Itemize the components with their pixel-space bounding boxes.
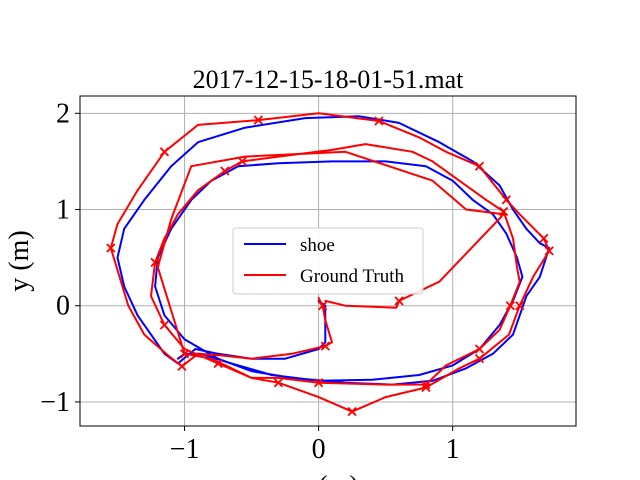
data-point-marker: [474, 161, 485, 171]
data-point-marker: [474, 354, 485, 364]
y-tick-label: 1: [56, 195, 70, 226]
data-point-marker: [421, 382, 431, 393]
legend-label-shoe: shoe: [300, 235, 335, 256]
series-layer: [109, 112, 551, 413]
data-point-marker: [539, 233, 549, 244]
x-tick-label: 1: [446, 434, 460, 465]
data-point-marker: [318, 301, 328, 311]
y-tick-label: 0: [56, 291, 70, 322]
data-point-marker: [544, 246, 554, 256]
y-tick-label: 2: [56, 98, 70, 129]
data-point-marker: [498, 206, 509, 217]
data-point-marker: [515, 301, 525, 311]
legend: shoe Ground Truth: [232, 227, 424, 295]
y-tick-label: −1: [40, 387, 70, 418]
x-ticks: −1 0 1: [170, 426, 460, 465]
data-point-marker: [179, 349, 190, 359]
data-point-marker: [213, 358, 223, 369]
data-point-marker: [159, 147, 170, 157]
data-point-marker: [320, 341, 330, 351]
data-point-marker: [421, 379, 431, 390]
x-tick-label: 0: [312, 434, 326, 465]
plot-frame: [79, 95, 577, 427]
data-point-marker: [220, 166, 230, 176]
data-point-marker: [177, 361, 187, 371]
data-point-marker: [505, 301, 515, 311]
data-point-marker: [347, 406, 357, 417]
x-axis-label: x (m): [297, 471, 358, 480]
y-axis-label: y (m): [4, 230, 35, 291]
x-tick-label: −1: [170, 434, 200, 465]
legend-label-ground-truth: Ground Truth: [300, 266, 404, 287]
data-point-marker: [501, 195, 511, 205]
data-point-marker: [159, 320, 170, 330]
series-line-ground-truth: [109, 112, 551, 413]
data-point-marker: [374, 116, 384, 126]
data-point-marker: [150, 257, 160, 268]
chart-title: 2017-12-15-18-01-51.mat: [193, 65, 465, 94]
data-point-marker: [474, 344, 485, 354]
data-point-marker: [237, 156, 247, 167]
data-point-marker: [313, 378, 324, 388]
data-point-marker: [106, 243, 116, 253]
data-point-marker: [273, 378, 284, 388]
marker-layer: [106, 115, 554, 417]
y-ticks: −1 0 1 2: [40, 98, 80, 418]
data-point-marker: [253, 115, 263, 125]
data-point-marker: [394, 296, 404, 306]
